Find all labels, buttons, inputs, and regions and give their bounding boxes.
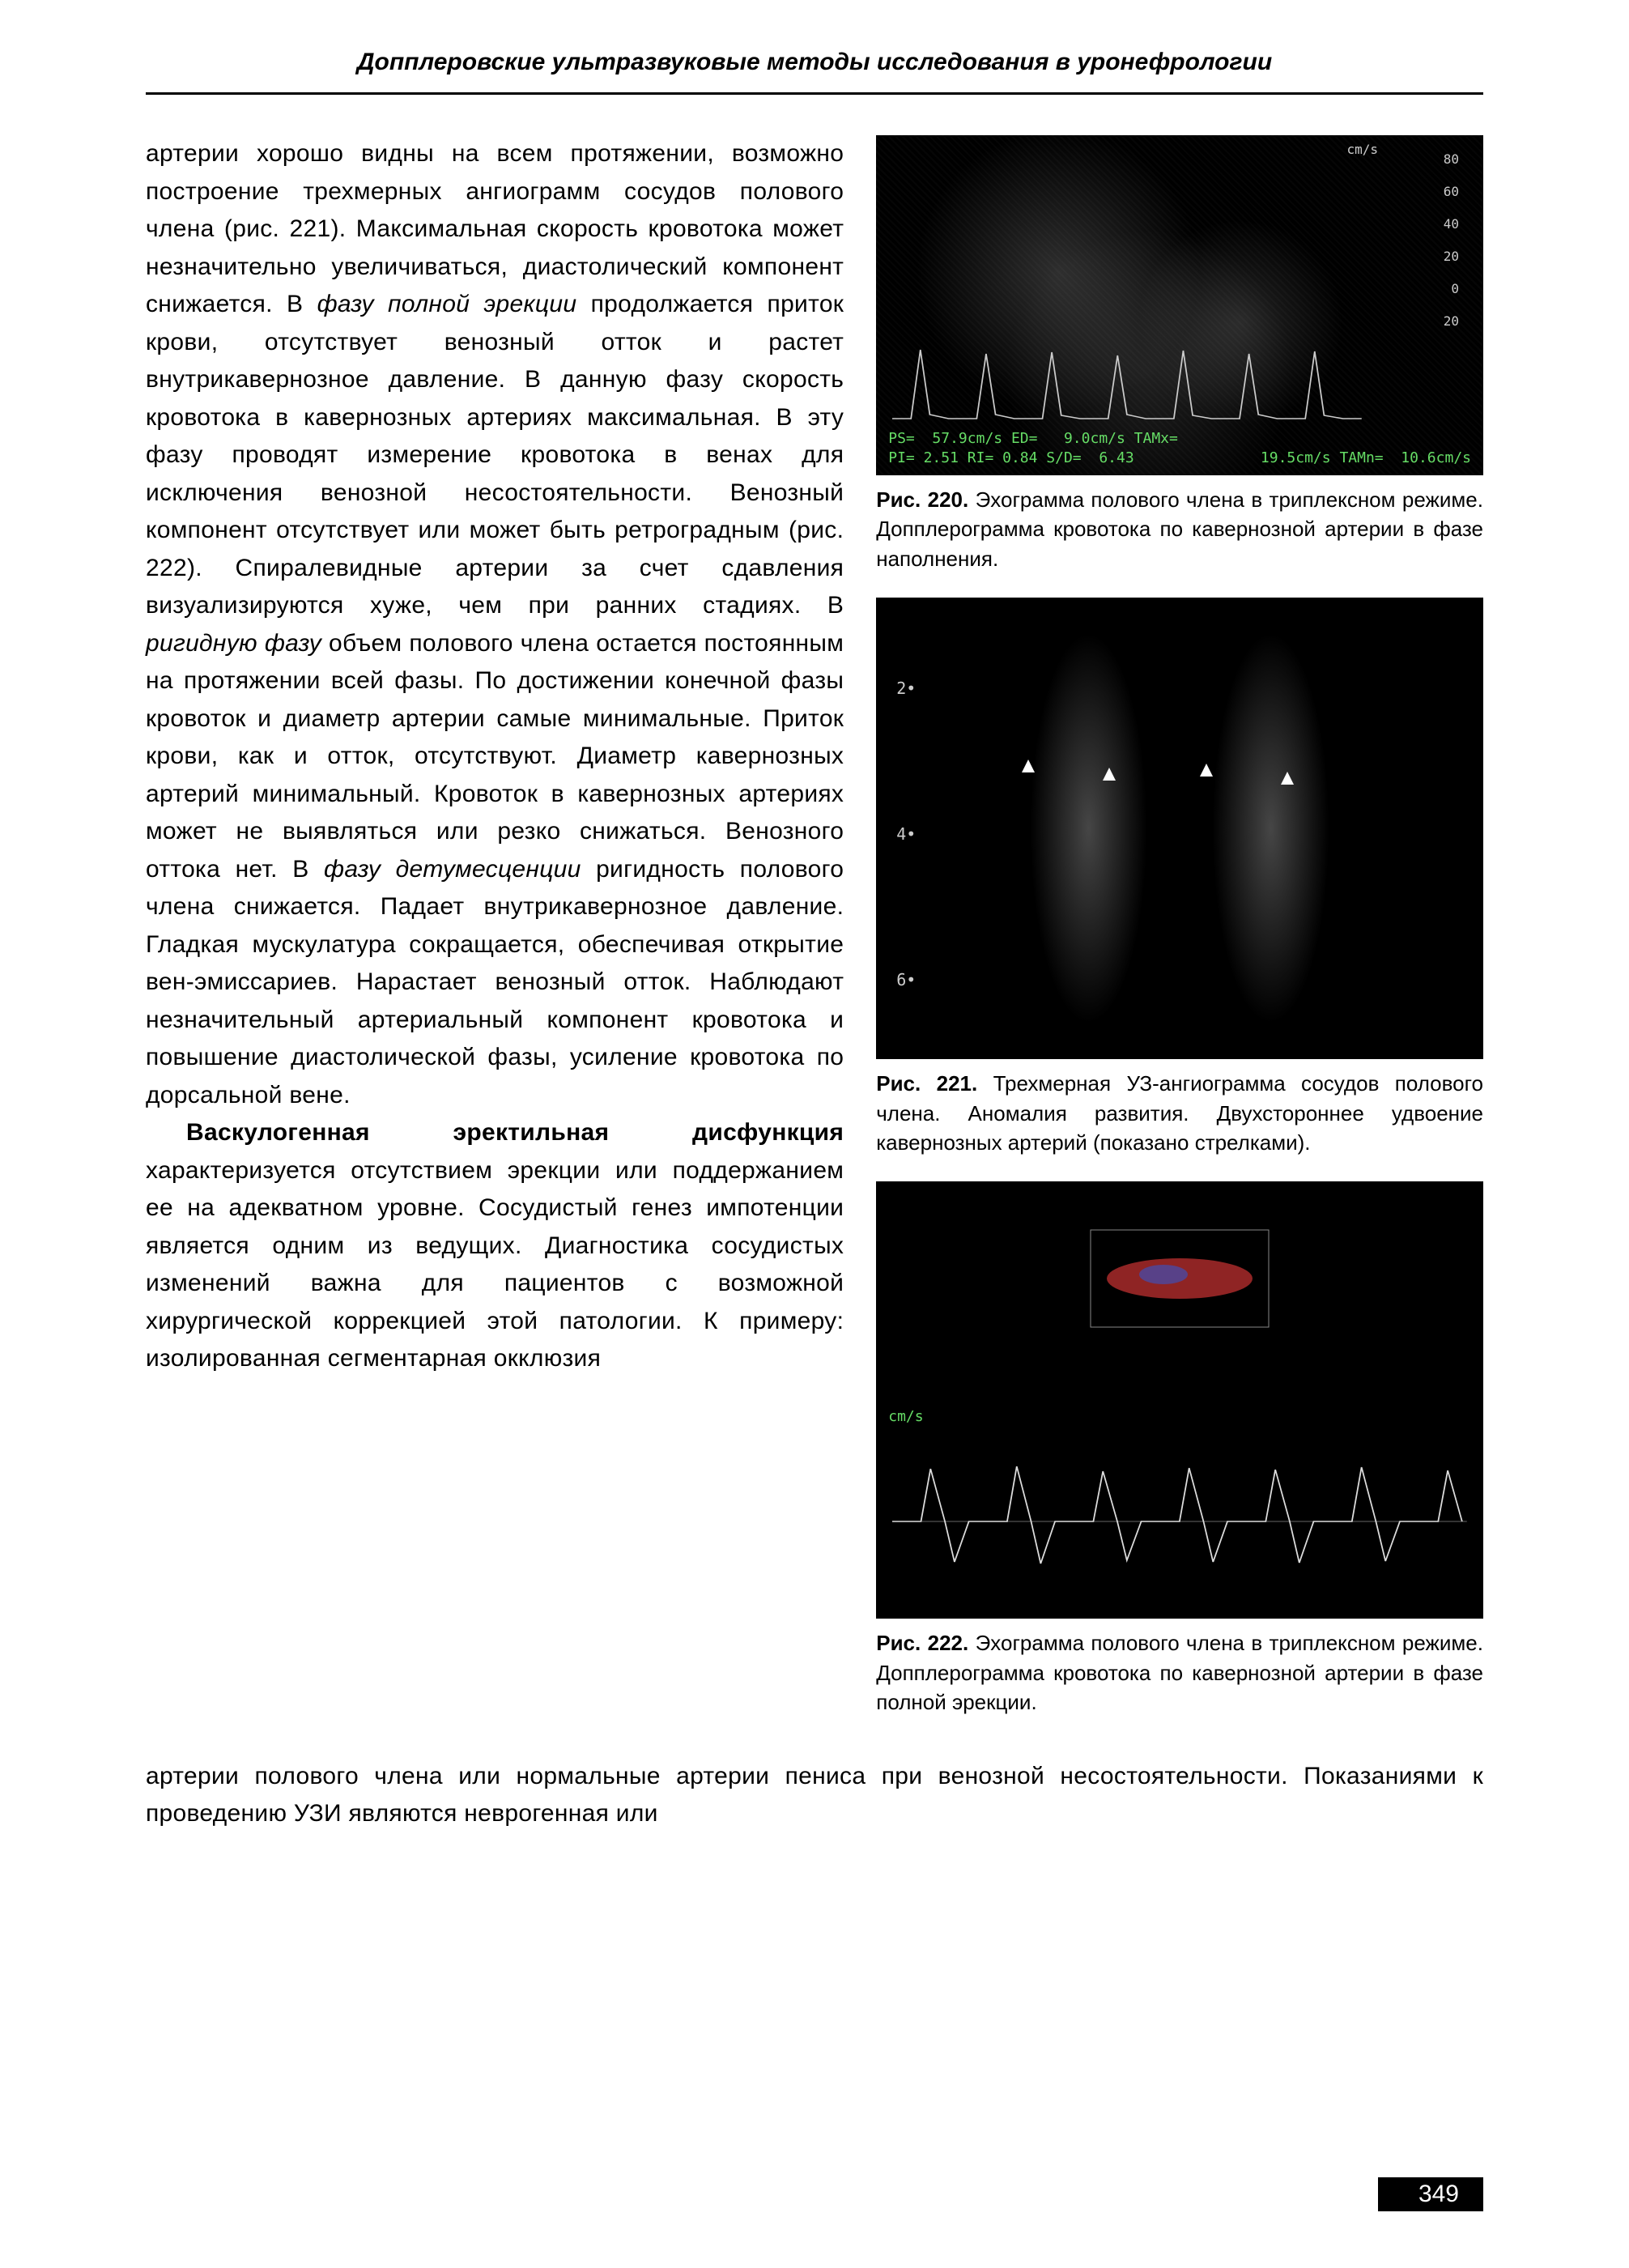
text-run: ригидность полового члена снижается. Пад… — [146, 856, 844, 1108]
arrow-icon — [1200, 764, 1213, 777]
angiogram-vessels — [876, 598, 1483, 1059]
body-paragraph-1: артерии хорошо видны на всем протяжении,… — [146, 135, 844, 1114]
doppler-readout-left: PS= 57.9cm/s ED= 9.0cm/s TAMx= PI= 2.51 … — [888, 429, 1178, 467]
italic-phrase: ригидную фазу — [146, 630, 321, 657]
page-number-badge: 349 — [1378, 2177, 1483, 2211]
italic-phrase: фазу полной эрекции — [317, 291, 577, 317]
text-run: продолжается приток крови, отсутствует в… — [146, 291, 844, 619]
figure-220-image: cm/s 80 60 40 20 0 20 PS= 57.9cm/s ED= 9… — [876, 135, 1483, 475]
depth-marker: 4• — [896, 824, 916, 844]
arrow-icon — [1022, 760, 1035, 772]
text-run: характеризуется отсутствием эрекции или … — [146, 1157, 844, 1372]
body-paragraph-2: Васкулогенная эректильная дисфункция хар… — [146, 1114, 844, 1378]
figure-222-caption: Рис. 222. Эхограмма полового члена в три… — [876, 1628, 1483, 1717]
left-text-column: артерии хорошо видны на всем протяжении,… — [146, 135, 844, 1742]
scale-unit-label: cm/s — [888, 1408, 923, 1425]
depth-marker: 2• — [896, 679, 916, 698]
content-area: артерии хорошо видны на всем протяжении,… — [146, 135, 1483, 1742]
figure-label: Рис. 222. — [876, 1631, 968, 1655]
figure-220-caption: Рис. 220. Эхограмма полового члена в три… — [876, 485, 1483, 573]
scale-tick-label: 20 — [1444, 249, 1459, 264]
doppler-waveform — [892, 338, 1362, 435]
figure-220: cm/s 80 60 40 20 0 20 PS= 57.9cm/s ED= 9… — [876, 135, 1483, 573]
arrow-icon — [1103, 768, 1116, 781]
figure-222: cm/s Рис. 222. Эхограмма полового члена … — [876, 1181, 1483, 1717]
right-figure-column: cm/s 80 60 40 20 0 20 PS= 57.9cm/s ED= 9… — [876, 135, 1483, 1742]
scale-tick-label: 80 — [1444, 151, 1459, 167]
figure-label: Рис. 220. — [876, 487, 968, 512]
bottom-continuation-text: артерии полового члена или нормальные ар… — [146, 1758, 1483, 1833]
scale-tick-label: 40 — [1444, 216, 1459, 232]
arrow-icon — [1281, 772, 1294, 785]
doppler-readout-right: 19.5cm/s TAMn= 10.6cm/s — [1261, 449, 1471, 467]
doppler-waveform — [892, 1449, 1467, 1594]
figure-221-caption: Рис. 221. Трехмерная УЗ-ангиограмма сосу… — [876, 1069, 1483, 1157]
figure-221-image: 2• 4• 6• — [876, 598, 1483, 1059]
scale-tick-label: 60 — [1444, 184, 1459, 199]
italic-phrase: фазу детумесценции — [324, 856, 581, 883]
scale-tick-label: 0 — [1451, 281, 1459, 296]
figure-221: 2• 4• 6• Рис. 221. Трехмерная УЗ-ангиогр… — [876, 598, 1483, 1157]
scale-unit-label: cm/s — [1346, 142, 1378, 157]
page-header-title: Допплеровские ультразвуковые методы иссл… — [146, 49, 1483, 95]
color-doppler-region — [1066, 1206, 1293, 1351]
figure-222-image: cm/s — [876, 1181, 1483, 1619]
depth-marker: 6• — [896, 970, 916, 989]
bold-phrase: Васкулогенная эректильная дисфункция — [186, 1119, 844, 1146]
text-run: объем полового члена остается постоянным… — [146, 630, 844, 883]
figure-label: Рис. 221. — [876, 1071, 977, 1096]
scale-tick-label: 20 — [1444, 313, 1459, 329]
